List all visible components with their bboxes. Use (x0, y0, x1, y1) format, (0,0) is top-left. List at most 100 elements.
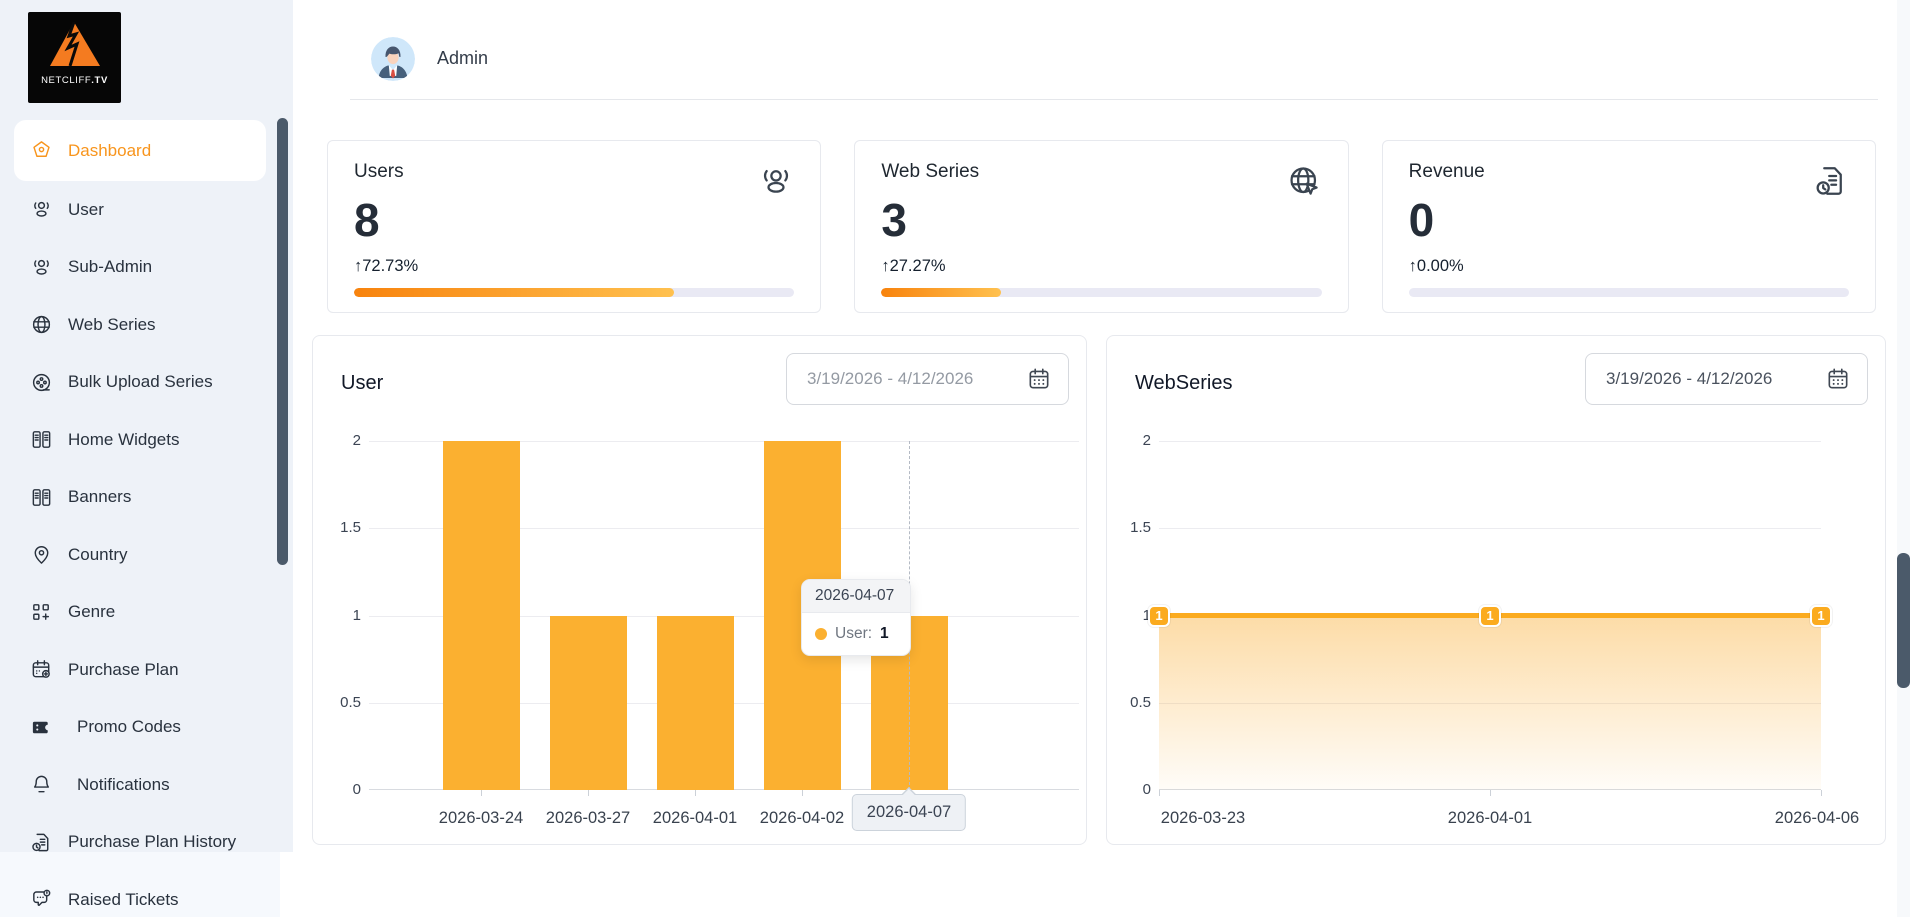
sidebar-item-label: Banners (68, 487, 132, 507)
stat-change: ↑27.27% (881, 257, 946, 275)
sidebar-item-label: Country (68, 544, 128, 564)
point-marker-2026-04-01[interactable]: 1 (1479, 604, 1501, 627)
widgets-icon (29, 428, 53, 452)
sidebar-item-bulk-upload-series[interactable]: Bulk Upload Series (14, 354, 266, 412)
bar-2026-03-27[interactable] (549, 615, 627, 790)
calendar-icon (1825, 366, 1851, 392)
chat-alert-icon (29, 888, 53, 912)
bell-icon (29, 773, 53, 797)
x-axis-label: 2026-03-27 (545, 809, 631, 827)
stats-row: Users 8 ↑72.73% Web Series 3 ↑27.27% Revenue 0 ↑… (327, 140, 1876, 313)
x-axis-crosshair-label: 2026-04-07 (851, 787, 967, 831)
globe-pointer-icon (1286, 163, 1322, 204)
widgets-icon (29, 485, 53, 509)
webseries-chart-date-range-input[interactable]: 3/19/2026 - 4/12/2026 (1585, 353, 1868, 405)
y-axis-label: 2 (352, 432, 361, 449)
y-axis-label: 1 (352, 606, 361, 624)
tooltip-series-label: User: (835, 625, 873, 642)
sidebar-item-genre[interactable]: Genre (14, 584, 266, 642)
sidebar-item-label: Dashboard (68, 140, 152, 160)
point-marker-2026-03-23[interactable]: 1 (1148, 604, 1170, 627)
y-axis-label: 2 (1142, 432, 1151, 449)
user-chart-date-range-input[interactable]: 3/19/2026 - 4/12/2026 (786, 353, 1069, 405)
x-axis-tick (1159, 790, 1160, 796)
brand-logo-text: NETCLIFF.TV (41, 75, 108, 86)
user-chart-card: User 3/19/2026 - 4/12/2026 2026-04-07 Us… (312, 335, 1087, 845)
x-axis-label: 2026-03-23 (1160, 809, 1246, 827)
document-clock-icon (29, 830, 53, 854)
x-axis-tick (1490, 790, 1491, 796)
sidebar-item-sub-admin[interactable]: Sub-Admin (14, 239, 266, 297)
stat-card-web-series: Web Series 3 ↑27.27% (854, 140, 1349, 313)
calendar-plus-icon (29, 658, 53, 682)
progress-bar (354, 288, 795, 297)
y-axis-label: 1.5 (1130, 519, 1151, 537)
globe-icon (29, 313, 53, 337)
stat-label: Users (354, 161, 404, 182)
sidebar-item-label: Promo Codes (77, 717, 181, 737)
bar-2026-03-24[interactable] (442, 441, 520, 790)
point-marker-2026-04-06[interactable]: 1 (1810, 604, 1832, 627)
sidebar-nav: Dashboard User Sub-Admin Web Series Bulk Upl… (14, 120, 266, 917)
webseries-chart-card: WebSeries 3/19/2026 - 4/12/2026 1 1 1 2 1.5… (1106, 335, 1886, 845)
sidebar-item-label: Web Series (68, 314, 156, 334)
users-group-icon (758, 163, 794, 204)
webseries-chart-title: WebSeries (1135, 372, 1233, 394)
stat-label: Web Series (881, 161, 980, 182)
sidebar-item-label: Sub-Admin (68, 257, 153, 277)
admin-username: Admin (437, 48, 489, 68)
stat-label: Revenue (1408, 161, 1485, 182)
y-axis-label: 0.5 (340, 693, 361, 711)
x-axis-label: 2026-04-01 (1447, 809, 1533, 827)
sidebar-item-notifications[interactable]: Notifications (14, 756, 266, 814)
header-divider (350, 99, 1878, 100)
users-icon (29, 255, 53, 279)
x-axis-tick (588, 790, 589, 796)
stat-value: 8 (354, 194, 380, 246)
mountain-logo-icon (49, 21, 100, 67)
admin-avatar-icon[interactable] (371, 37, 415, 81)
x-axis-label: 2026-04-01 (652, 809, 738, 827)
sidebar-item-raised-tickets[interactable]: Raised Tickets (14, 871, 266, 917)
map-pin-icon (29, 543, 53, 567)
calendar-icon (1026, 366, 1052, 392)
grid-plus-icon (29, 600, 53, 624)
sidebar-scrollbar-thumb[interactable] (277, 118, 288, 565)
sidebar-item-home-widgets[interactable]: Home Widgets (14, 411, 266, 469)
sidebar-item-country[interactable]: Country (14, 526, 266, 584)
stat-value: 3 (881, 194, 907, 246)
ticket-icon (29, 715, 53, 739)
brand-logo[interactable]: NETCLIFF.TV (28, 12, 121, 103)
x-axis-tick (802, 790, 803, 796)
gridline (1159, 528, 1821, 530)
sidebar-item-dashboard[interactable]: Dashboard (14, 120, 266, 181)
sidebar-item-user[interactable]: User (14, 181, 266, 239)
sidebar-item-purchase-plan-history[interactable]: Purchase Plan History (14, 814, 266, 872)
sidebar-bottom-strip (0, 852, 280, 917)
sidebar-item-purchase-plan[interactable]: Purchase Plan (14, 641, 266, 699)
page-scrollbar-track[interactable] (1897, 0, 1910, 917)
sidebar-item-banners[interactable]: Banners (14, 469, 266, 527)
page-scrollbar-thumb[interactable] (1897, 553, 1910, 688)
webseries-chart-plot: 1 1 1 (1148, 441, 1832, 790)
date-range-value: 3/19/2026 - 4/12/2026 (807, 369, 974, 388)
sidebar-item-promo-codes[interactable]: Promo Codes (14, 699, 266, 757)
bar-2026-04-01[interactable] (656, 615, 734, 790)
sidebar-item-web-series[interactable]: Web Series (14, 296, 266, 354)
users-icon (29, 198, 53, 222)
top-bar: Admin (293, 0, 1920, 119)
y-axis-label: 0 (1142, 781, 1151, 798)
dashboard-icon (29, 139, 53, 163)
gridline (1159, 441, 1821, 442)
stat-change: ↑0.00% (1408, 257, 1464, 275)
main-content: Admin Users 8 ↑72.73% Web Series 3 ↑27.27% Rev… (293, 0, 1920, 917)
y-axis-label: 1.5 (340, 519, 361, 537)
tooltip-date: 2026-04-07 (802, 580, 910, 613)
x-axis-label: 2026-04-02 (759, 809, 845, 827)
x-axis-label: 2026-03-24 (438, 809, 524, 827)
invoice-clock-icon (1813, 163, 1849, 204)
gridline (369, 441, 1079, 442)
sidebar-item-label: Bulk Upload Series (68, 372, 213, 392)
y-axis-label: 0.5 (1130, 693, 1151, 711)
